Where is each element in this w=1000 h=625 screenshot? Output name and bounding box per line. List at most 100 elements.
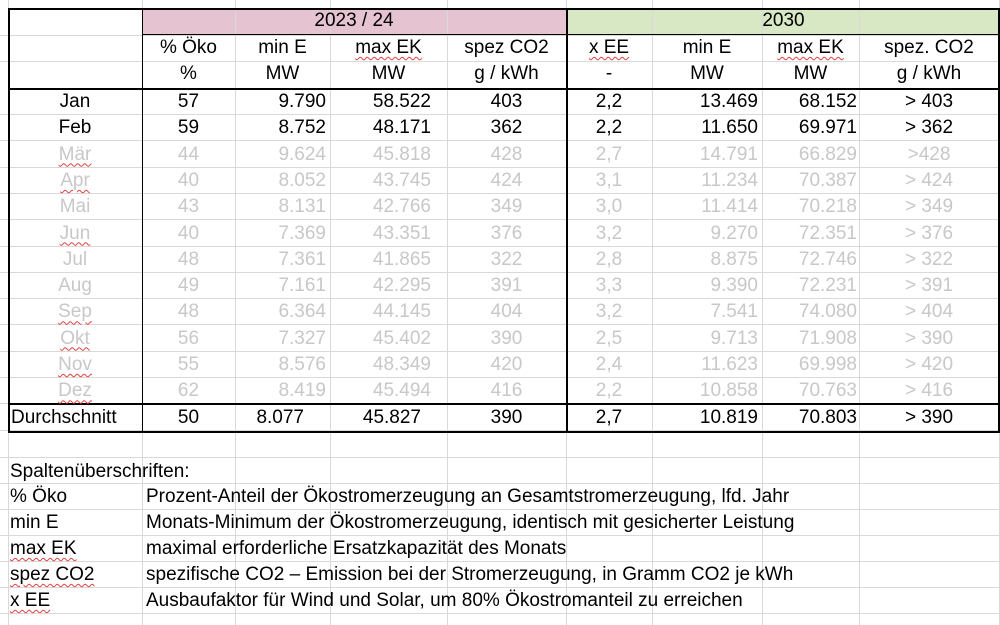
table-cell: > 404 — [904, 301, 954, 323]
table-cell: 404 — [490, 301, 523, 323]
table-cell: 8.419 — [278, 380, 326, 402]
table-cell: 43.351 — [372, 222, 431, 244]
table-cell: 322 — [490, 248, 523, 270]
table-cell: 68.152 — [798, 91, 857, 112]
month-label: Aug — [58, 275, 92, 297]
table-cell: 43.745 — [372, 169, 431, 191]
table-cell: 72.746 — [798, 248, 857, 270]
table-cell: 66.829 — [798, 143, 857, 165]
table-cell: 55 — [177, 354, 200, 375]
table-cell: 8.875 — [710, 248, 758, 270]
table-cell: 40 — [177, 222, 200, 244]
table-cell: > 391 — [904, 275, 954, 297]
table-cell: 9.790 — [278, 91, 326, 112]
table-cell: 7.361 — [278, 248, 326, 270]
table-cell: 2,2 — [595, 380, 623, 402]
legend-term: max EK — [10, 538, 77, 559]
table-cell: 48 — [177, 248, 200, 270]
table-cell: 49 — [177, 275, 200, 297]
table-cell: 14.791 — [699, 143, 758, 165]
average-cell: 45.827 — [362, 407, 421, 428]
group-title-2030: 2030 — [762, 10, 805, 31]
table-cell: 403 — [490, 91, 523, 112]
table-cell: 48.349 — [372, 354, 431, 375]
table-cell: > 376 — [904, 222, 954, 244]
table-cell: 40 — [177, 169, 200, 191]
month-label: Jun — [59, 222, 91, 244]
table-cell: 10.858 — [699, 380, 758, 402]
table-cell: 3,3 — [595, 275, 623, 297]
table-cell: 390 — [490, 327, 523, 349]
table-cell: > 362 — [904, 117, 954, 139]
table-cell: > 420 — [904, 354, 954, 375]
legend-term: min E — [10, 512, 59, 533]
table-cell: 420 — [490, 354, 523, 375]
table-cell: 3,2 — [595, 222, 623, 244]
column-header: x EE — [588, 37, 630, 58]
column-unit: MW — [371, 63, 406, 84]
average-cell: 50 — [177, 407, 200, 428]
legend-term: % Öko — [10, 486, 68, 507]
table-cell: 9.390 — [710, 275, 758, 297]
legend-term: spez CO2 — [10, 564, 95, 585]
month-label: Sep — [58, 301, 92, 323]
table-cell: 2,2 — [595, 91, 623, 112]
legend-description: spezifische CO2 – Emission bei der Strom… — [146, 564, 794, 585]
column-unit: MW — [793, 63, 828, 84]
month-label: Mär — [58, 143, 92, 165]
column-unit: % — [180, 63, 197, 84]
table-cell: 3,1 — [595, 169, 623, 191]
table-cell: 7.327 — [278, 327, 326, 349]
average-cell: 70.803 — [798, 407, 857, 428]
table-cell: > 416 — [904, 380, 954, 402]
table-cell: > 322 — [904, 248, 954, 270]
column-unit: g / kWh — [896, 63, 962, 84]
table-cell: 8.752 — [278, 117, 326, 139]
table-cell: 70.218 — [798, 196, 857, 218]
column-header: min E — [682, 37, 732, 58]
month-label: Okt — [60, 327, 90, 349]
table-cell: 44.145 — [372, 301, 431, 323]
table-cell: 8.576 — [278, 354, 326, 375]
table-cell: > 390 — [904, 327, 954, 349]
table-cell: 71.908 — [798, 327, 857, 349]
column-header: min E — [258, 37, 307, 58]
average-cell: > 390 — [904, 407, 954, 428]
table-cell: 70.763 — [798, 380, 857, 402]
table-cell: 48 — [177, 301, 200, 323]
table-cell: 7.161 — [278, 275, 326, 297]
table-cell: >428 — [907, 143, 951, 165]
table-cell: 70.387 — [798, 169, 857, 191]
legend-term: x EE — [10, 590, 51, 611]
table-cell: 3,0 — [595, 196, 623, 218]
table-cell: 362 — [490, 117, 523, 139]
table-cell: 58.522 — [372, 91, 431, 112]
column-header: spez CO2 — [464, 37, 549, 58]
legend-title: Spaltenüberschriften: — [10, 461, 190, 482]
table-cell: 2,5 — [595, 327, 623, 349]
column-unit: g / kWh — [474, 63, 539, 84]
table-cell: 416 — [490, 380, 523, 402]
table-cell: 72.231 — [798, 275, 857, 297]
table-cell: 13.469 — [699, 91, 758, 112]
table-cell: 11.414 — [701, 196, 758, 218]
column-unit: - — [605, 63, 613, 84]
legend-description: Ausbaufaktor für Wind und Solar, um 80% … — [146, 590, 743, 611]
table-cell: 45.494 — [372, 380, 431, 402]
group-header-2030 — [567, 8, 1000, 35]
table-cell: 41.865 — [372, 248, 431, 270]
table-cell: 3,2 — [595, 301, 623, 323]
table-cell: 45.402 — [372, 327, 431, 349]
table-cell: 44 — [177, 143, 200, 165]
column-unit: MW — [690, 63, 724, 84]
table-cell: 428 — [490, 143, 523, 165]
table-cell: 42.766 — [372, 196, 431, 218]
table-cell: 42.295 — [372, 275, 431, 297]
column-header: max EK — [355, 37, 422, 58]
table-cell: 11.623 — [701, 354, 758, 375]
table-cell: 59 — [177, 117, 200, 139]
table-cell: 56 — [177, 327, 200, 349]
table-cell: 2,7 — [595, 143, 623, 165]
month-label: Feb — [58, 117, 92, 139]
